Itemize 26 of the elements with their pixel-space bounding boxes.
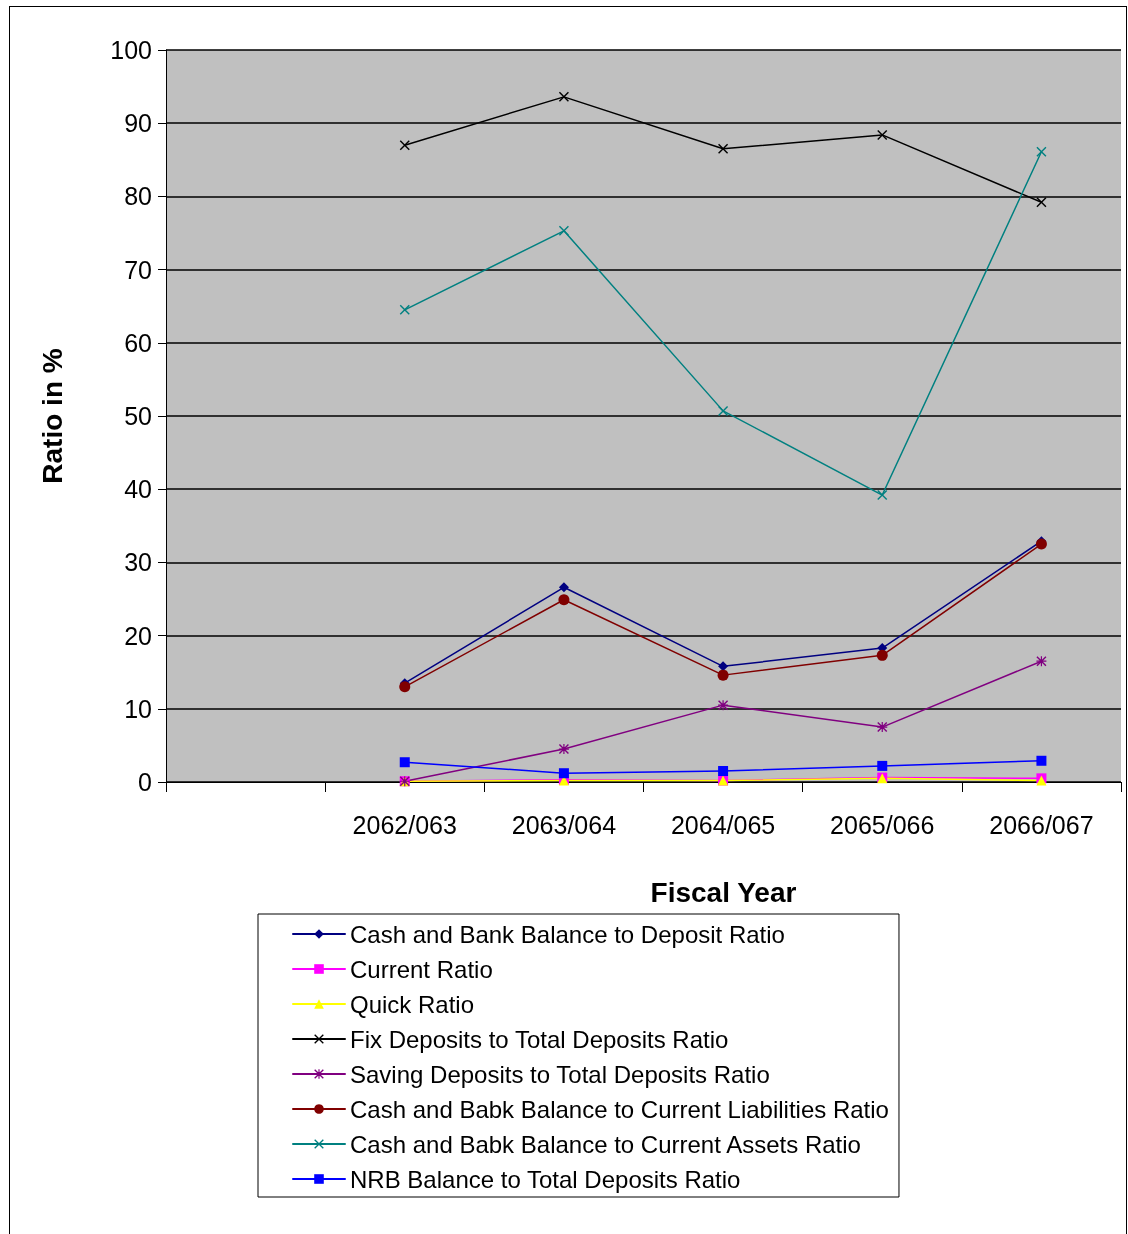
x-tick-label: 2065/066 xyxy=(830,810,935,839)
y-tick-label: 70 xyxy=(124,255,152,284)
x-tick-label: 2066/067 xyxy=(989,810,1094,839)
legend-label: NRB Balance to Total Deposits Ratio xyxy=(350,1165,741,1193)
y-tick-label: 0 xyxy=(138,768,152,796)
legend-label: Cash and Bank Balance to Deposit Ratio xyxy=(350,920,785,948)
x-axis-title: Fiscal Year xyxy=(650,876,797,908)
y-tick-label: 80 xyxy=(124,182,152,211)
y-axis-title: Ratio in % xyxy=(36,348,68,484)
x-tick-label: 2062/063 xyxy=(352,810,457,839)
x-tick-label: 2063/064 xyxy=(511,810,617,839)
y-tick-label: 10 xyxy=(124,694,152,723)
y-tick-label: 30 xyxy=(124,548,152,577)
legend-label: Current Ratio xyxy=(350,955,493,983)
legend-label: Quick Ratio xyxy=(350,990,475,1018)
y-tick-label: 50 xyxy=(124,402,152,430)
y-tick-label: 40 xyxy=(124,475,152,504)
y-tick-label: 100 xyxy=(110,36,152,64)
y-tick-label: 90 xyxy=(124,109,152,138)
legend-label: Cash and Babk Balance to Current Assets Ratio xyxy=(350,1130,861,1158)
legend-label: Cash and Babk Balance to Current Liabilities Ratio xyxy=(350,1095,889,1123)
legend-label: Saving Deposits to Total Deposits Ratio xyxy=(350,1060,770,1088)
x-tick-label: 2064/065 xyxy=(670,810,776,839)
y-tick-label: 20 xyxy=(124,621,152,650)
legend-label: Fix Deposits to Total Deposits Ratio xyxy=(350,1025,729,1053)
y-tick-label: 60 xyxy=(124,328,152,357)
